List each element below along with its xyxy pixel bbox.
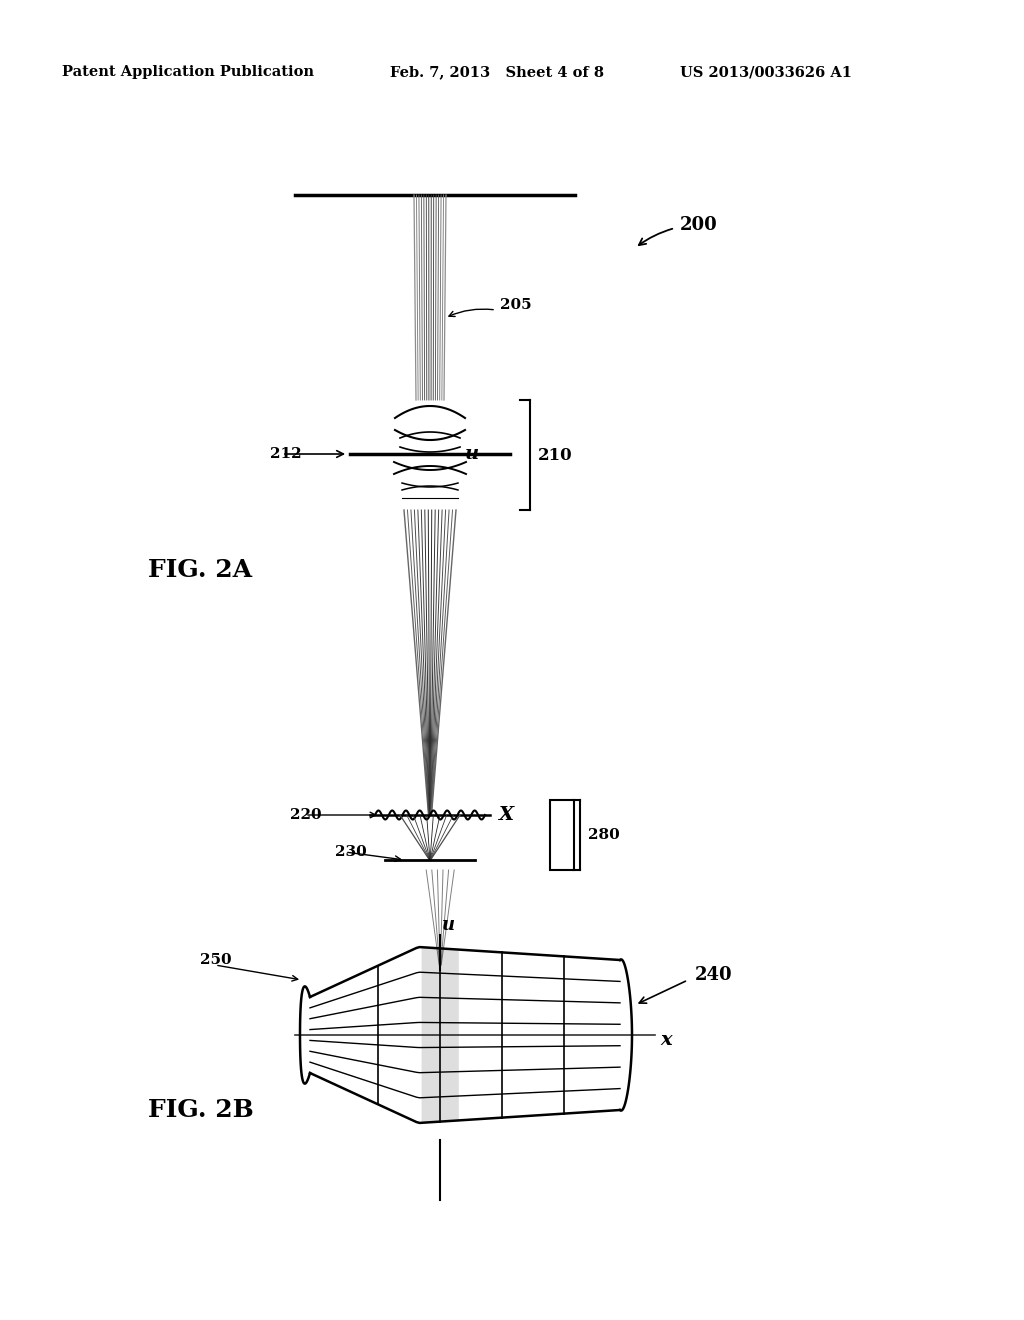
Text: 210: 210 xyxy=(538,446,572,463)
Text: Feb. 7, 2013   Sheet 4 of 8: Feb. 7, 2013 Sheet 4 of 8 xyxy=(390,65,604,79)
Text: 205: 205 xyxy=(500,298,531,312)
Text: 230: 230 xyxy=(335,845,367,859)
Polygon shape xyxy=(422,948,459,1123)
Text: 250: 250 xyxy=(200,953,231,968)
Text: 220: 220 xyxy=(290,808,322,822)
Text: 200: 200 xyxy=(680,216,718,234)
Text: Patent Application Publication: Patent Application Publication xyxy=(62,65,314,79)
Text: US 2013/0033626 A1: US 2013/0033626 A1 xyxy=(680,65,852,79)
Text: X: X xyxy=(498,807,513,824)
Text: x: x xyxy=(660,1031,672,1049)
Text: FIG. 2A: FIG. 2A xyxy=(148,558,252,582)
Text: u: u xyxy=(442,916,456,935)
Text: 240: 240 xyxy=(695,966,732,983)
Text: 280: 280 xyxy=(588,828,620,842)
Text: u: u xyxy=(465,445,479,463)
Bar xyxy=(550,800,574,870)
Text: 212: 212 xyxy=(270,447,302,461)
Text: FIG. 2B: FIG. 2B xyxy=(148,1098,254,1122)
